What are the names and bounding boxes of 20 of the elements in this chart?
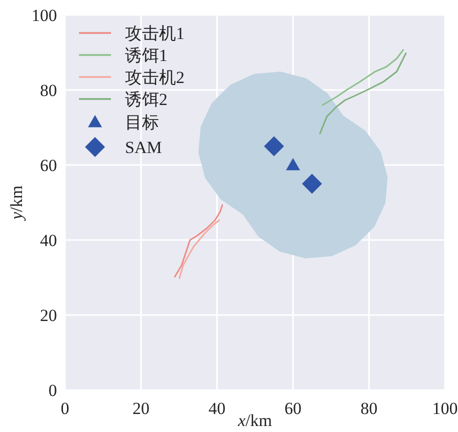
x-axis-title: x/km xyxy=(237,411,272,430)
x-tick-label: 100 xyxy=(432,399,458,418)
x-tick-label: 40 xyxy=(208,399,226,418)
y-tick-label: 60 xyxy=(40,156,57,175)
y-tick-label: 20 xyxy=(40,306,57,325)
legend-label: SAM xyxy=(125,138,162,157)
y-tick-label: 0 xyxy=(48,381,57,400)
y-tick-label: 40 xyxy=(40,231,57,250)
x-tick-label: 60 xyxy=(284,399,302,418)
legend-label: 攻击机1 xyxy=(125,24,184,43)
legend-label: 诱饵2 xyxy=(125,90,168,109)
legend-label: 攻击机2 xyxy=(125,68,184,87)
legend-label: 目标 xyxy=(125,113,159,132)
y-tick-label: 100 xyxy=(32,6,57,25)
x-tick-label: 0 xyxy=(60,399,70,418)
y-tick-label: 80 xyxy=(40,81,57,100)
y-axis-title: y/km xyxy=(7,186,26,222)
x-tick-label: 20 xyxy=(132,399,150,418)
x-tick-label: 80 xyxy=(360,399,378,418)
legend-label: 诱饵1 xyxy=(125,46,168,65)
